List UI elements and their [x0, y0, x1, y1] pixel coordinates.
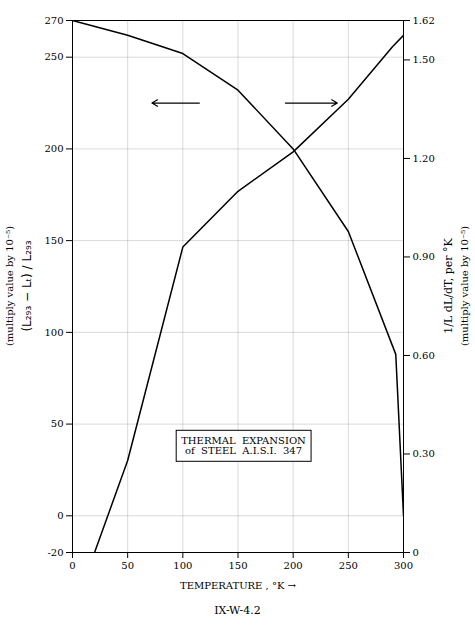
svg-text:TEMPERATURE , °K →: TEMPERATURE , °K →	[180, 580, 297, 591]
svg-text:1.20: 1.20	[413, 153, 435, 164]
svg-text:0.90: 0.90	[413, 251, 435, 262]
svg-text:(multiply value by 10⁻⁵): (multiply value by 10⁻⁵)	[4, 226, 15, 346]
svg-text:(multiply value by 10⁻⁵): (multiply value by 10⁻⁵)	[459, 226, 470, 346]
svg-text:250: 250	[339, 560, 358, 571]
svg-text:0: 0	[69, 560, 75, 571]
svg-text:-20: -20	[47, 547, 63, 558]
svg-text:270: 270	[44, 15, 63, 26]
html-text:IX-W-4.2: IX-W-4.2	[214, 604, 261, 617]
svg-text:1.62: 1.62	[413, 15, 435, 26]
svg-text:150: 150	[44, 235, 63, 246]
svg-text:50: 50	[121, 560, 134, 571]
svg-text:0.30: 0.30	[413, 448, 435, 459]
svg-text:250: 250	[44, 51, 63, 62]
svg-text:1.50: 1.50	[413, 54, 435, 65]
svg-text:THERMAL EXPANSIONof STEEL A: THERMAL EXPANSIONof STEEL A.I.S.I. 347	[181, 435, 306, 456]
svg-text:0: 0	[413, 547, 419, 558]
svg-text:100: 100	[173, 560, 192, 571]
svg-text:300: 300	[394, 560, 413, 571]
svg-text:1/L dL/dT, per °K: 1/L dL/dT, per °K	[442, 238, 455, 334]
svg-text:0: 0	[57, 510, 63, 521]
svg-text:200: 200	[44, 143, 63, 154]
svg-text:100: 100	[44, 327, 63, 338]
svg-text:(L₂₉₃ − Lₜ) / L₂₉₃: (L₂₉₃ − Lₜ) / L₂₉₃	[20, 240, 34, 331]
svg-text:0.60: 0.60	[413, 350, 435, 361]
svg-text:200: 200	[284, 560, 303, 571]
svg-text:150: 150	[228, 560, 247, 571]
svg-text:50: 50	[51, 418, 64, 429]
